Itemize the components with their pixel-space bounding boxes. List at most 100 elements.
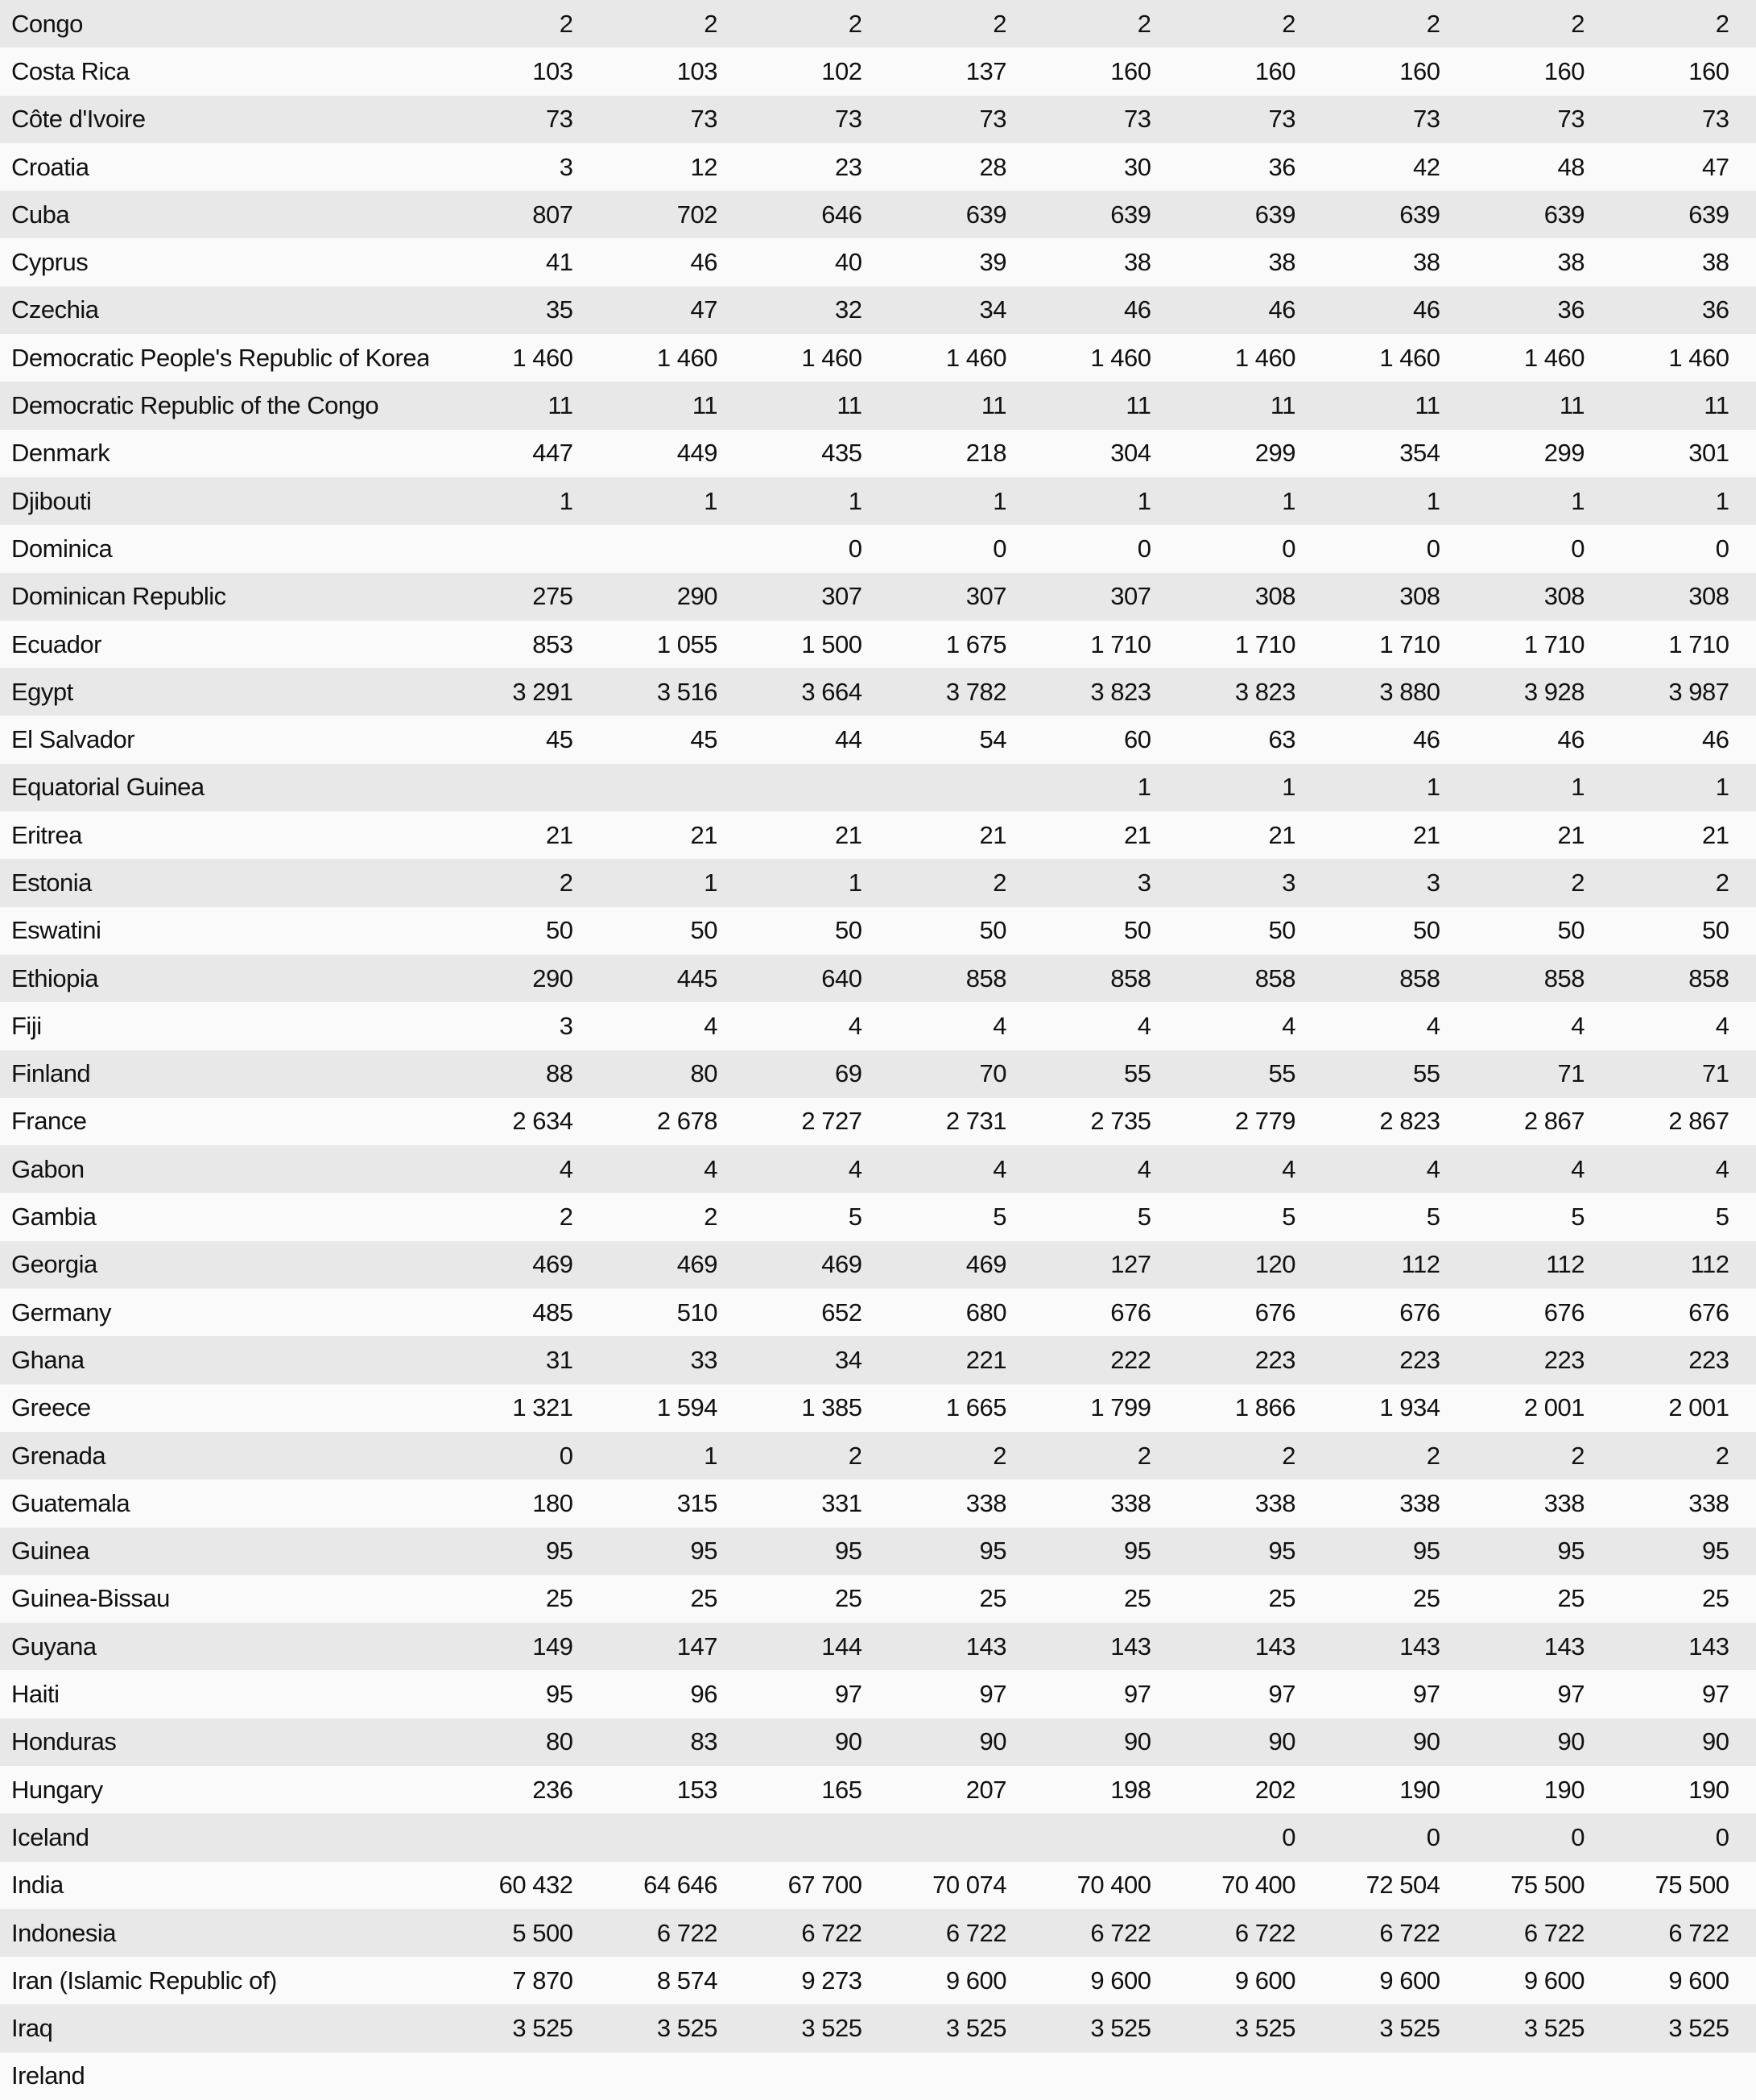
- value-cell: 70 400: [1006, 1862, 1151, 1909]
- value-cell: 676: [1151, 1289, 1296, 1336]
- row-padding: [1729, 1909, 1756, 1957]
- value-cell: 1 799: [1006, 1384, 1151, 1432]
- value-cell: 702: [573, 191, 718, 238]
- value-cell: 73: [1295, 96, 1440, 143]
- value-cell: 160: [1006, 47, 1151, 95]
- country-cell: Côte d'Ivoire: [0, 96, 428, 143]
- value-cell: 127: [1006, 1241, 1151, 1289]
- value-cell: 47: [573, 287, 718, 334]
- value-cell: 2: [862, 1432, 1007, 1479]
- value-cell: 1: [862, 477, 1007, 525]
- value-cell: 3 664: [717, 668, 862, 716]
- value-cell: 21: [1295, 811, 1440, 859]
- value-cell: 21: [1440, 811, 1585, 859]
- value-cell: 338: [862, 1479, 1007, 1527]
- value-cell: 25: [862, 1575, 1007, 1623]
- value-cell: 1: [1151, 477, 1296, 525]
- value-cell: 338: [1295, 1479, 1440, 1527]
- row-padding: [1729, 1050, 1756, 1098]
- country-cell: Cyprus: [0, 238, 428, 286]
- value-cell: 112: [1295, 1241, 1440, 1289]
- value-cell: 83: [573, 1718, 718, 1766]
- value-cell: 1 710: [1006, 621, 1151, 668]
- value-cell: 445: [573, 955, 718, 1002]
- value-cell: 469: [573, 1241, 718, 1289]
- value-cell: 301: [1585, 430, 1729, 477]
- value-cell: 11: [428, 382, 573, 429]
- value-cell: 1: [717, 859, 862, 906]
- value-cell: 338: [1440, 1479, 1585, 1527]
- value-cell: 103: [573, 47, 718, 95]
- value-cell: 3 525: [1585, 2004, 1729, 2052]
- country-cell: Hungary: [0, 1766, 428, 1813]
- value-cell: 95: [1585, 1528, 1729, 1575]
- value-cell: 97: [1151, 1670, 1296, 1718]
- value-cell: 1 460: [1006, 334, 1151, 382]
- value-cell: 275: [428, 573, 573, 621]
- value-cell: 5: [1006, 1193, 1151, 1240]
- row-padding: [1729, 1241, 1756, 1289]
- value-cell: 1 460: [1151, 334, 1296, 382]
- country-cell: Guinea: [0, 1528, 428, 1575]
- value-cell: 639: [1151, 191, 1296, 238]
- value-cell: 1: [1151, 764, 1296, 811]
- value-cell: 2 727: [717, 1098, 862, 1145]
- value-cell: 71: [1440, 1050, 1585, 1098]
- value-cell: 4: [1585, 1145, 1729, 1193]
- value-cell: 4: [1440, 1145, 1585, 1193]
- row-padding: [1729, 1862, 1756, 1909]
- value-cell: 25: [1440, 1575, 1585, 1623]
- value-cell: 4: [1440, 1002, 1585, 1050]
- value-cell: 73: [1151, 96, 1296, 143]
- value-cell: 3 928: [1440, 668, 1585, 716]
- value-cell: 1: [1585, 764, 1729, 811]
- value-cell: 1 385: [717, 1384, 862, 1432]
- value-cell: 55: [1151, 1050, 1296, 1098]
- value-cell: [428, 2053, 573, 2100]
- value-cell: 290: [573, 573, 718, 621]
- value-cell: 11: [1006, 382, 1151, 429]
- value-cell: 90: [717, 1718, 862, 1766]
- value-cell: 11: [862, 382, 1007, 429]
- value-cell: 47: [1585, 143, 1729, 191]
- value-cell: 0: [428, 1432, 573, 1479]
- value-cell: 3 525: [1006, 2004, 1151, 2052]
- value-cell: 4: [1585, 1002, 1729, 1050]
- value-cell: 11: [573, 382, 718, 429]
- value-cell: 1: [1295, 764, 1440, 811]
- value-cell: 48: [1440, 143, 1585, 191]
- value-cell: 0: [1006, 525, 1151, 572]
- value-cell: 21: [1585, 811, 1729, 859]
- value-cell: 6 722: [1151, 1909, 1296, 1957]
- value-cell: 0: [1151, 1813, 1296, 1861]
- value-cell: 3: [1151, 859, 1296, 906]
- value-cell: 50: [1151, 907, 1296, 955]
- value-cell: 69: [717, 1050, 862, 1098]
- value-cell: 6 722: [717, 1909, 862, 1957]
- value-cell: 90: [1440, 1718, 1585, 1766]
- value-cell: 6 722: [1585, 1909, 1729, 1957]
- row-padding: [1729, 191, 1756, 238]
- value-cell: 95: [1295, 1528, 1440, 1575]
- value-cell: 50: [428, 907, 573, 955]
- row-padding: [1729, 1575, 1756, 1623]
- value-cell: 9 600: [1440, 1957, 1585, 2004]
- value-cell: 97: [1295, 1670, 1440, 1718]
- value-cell: 39: [862, 238, 1007, 286]
- value-cell: 103: [428, 47, 573, 95]
- value-cell: 1 500: [717, 621, 862, 668]
- value-cell: 646: [717, 191, 862, 238]
- value-cell: 40: [717, 238, 862, 286]
- value-cell: 46: [1151, 287, 1296, 334]
- value-cell: 50: [717, 907, 862, 955]
- value-cell: 469: [862, 1241, 1007, 1289]
- value-cell: 510: [573, 1289, 718, 1336]
